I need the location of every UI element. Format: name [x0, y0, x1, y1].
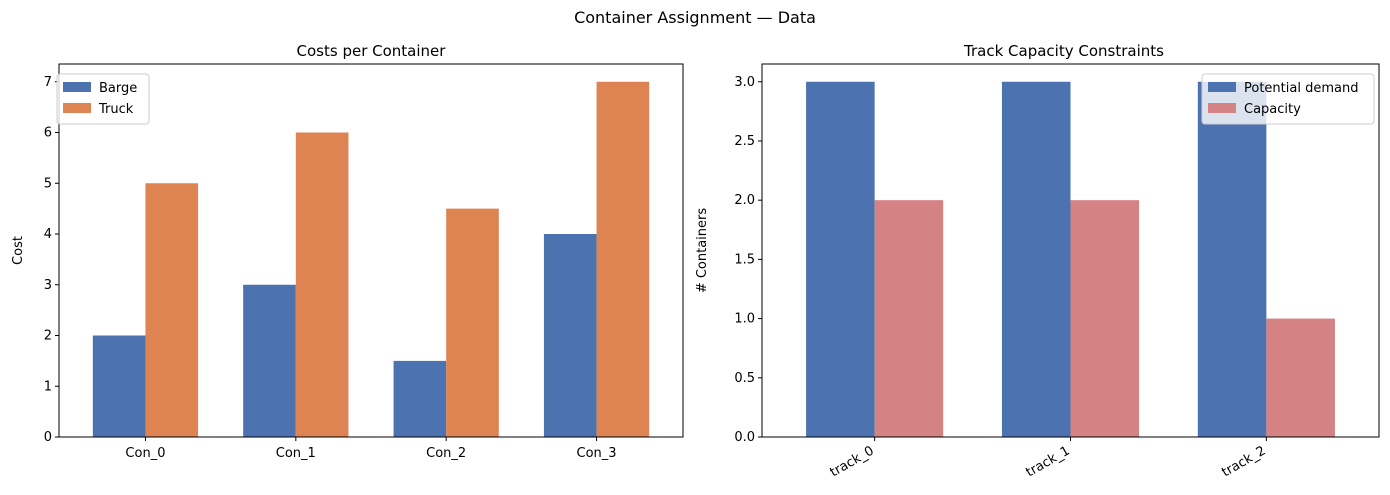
x-tick-label: Con_0	[125, 446, 165, 461]
legend-label: Capacity	[1244, 102, 1301, 117]
y-axis-label: Cost	[11, 236, 26, 265]
bar-truck-con_3	[596, 81, 650, 437]
legend-swatch	[1208, 82, 1236, 92]
y-tick-label: 1.0	[734, 312, 755, 327]
chart-title: Costs per Container	[297, 42, 447, 60]
y-tick-label: 3.0	[734, 75, 755, 90]
y-tick-label: 5	[44, 176, 52, 191]
x-tick-label: track_0	[828, 443, 877, 480]
y-tick-label: 4	[44, 227, 52, 242]
x-tick-label: track_1	[1024, 443, 1073, 480]
x-tick-label: Con_1	[276, 446, 316, 461]
plot-frame	[58, 63, 684, 438]
y-tick-label: 0.0	[734, 430, 755, 445]
bar-truck-con_1	[295, 132, 349, 438]
legend-swatch	[63, 103, 91, 113]
bar-truck-con_0	[145, 183, 199, 437]
y-axis-label: # Containers	[695, 208, 710, 294]
bar-barge-con_1	[243, 284, 296, 437]
bar-potential-demand-track_2	[1197, 81, 1267, 437]
bar-capacity-track_0	[874, 200, 944, 437]
bar-potential-demand-track_0	[806, 81, 875, 437]
legend-swatch	[1208, 103, 1236, 113]
legend-label: Barge	[99, 81, 137, 96]
legend-box	[1201, 73, 1375, 125]
y-tick-label: 1	[44, 379, 52, 394]
x-tick-label: Con_2	[426, 446, 466, 461]
y-tick-label: 2	[44, 329, 52, 344]
y-tick-label: 3	[44, 278, 52, 293]
bar-capacity-track_1	[1070, 200, 1140, 437]
x-tick-label: Con_3	[577, 446, 617, 461]
y-tick-label: 0	[44, 430, 52, 445]
chart-title: Track Capacity Constraints	[963, 42, 1164, 60]
bar-barge-con_2	[393, 360, 447, 437]
costs-per-container-chart: 0 1 2 3 4 5 6 7 Con_0 Con_1 Con_2 Con_3 Costs per Co…	[11, 42, 684, 461]
x-tick-label: track_2	[1219, 443, 1268, 480]
legend-swatch	[63, 82, 91, 92]
y-tick-label: 6	[44, 126, 52, 141]
y-tick-label: 2.0	[734, 193, 755, 208]
legend-label: Truck	[98, 102, 134, 117]
bar-barge-con_3	[543, 234, 597, 437]
y-tick-label: 7	[44, 75, 52, 90]
legend-label: Potential demand	[1244, 81, 1358, 96]
y-tick-label: 1.5	[734, 252, 755, 267]
bar-potential-demand-track_1	[1001, 81, 1071, 437]
y-tick-label: 2.5	[734, 134, 755, 149]
bar-barge-con_0	[92, 335, 146, 437]
bar-capacity-track_2	[1266, 318, 1335, 437]
bar-truck-con_2	[446, 208, 499, 437]
y-tick-label: 0.5	[734, 371, 755, 386]
figure-title: Container Assignment — Data	[574, 8, 816, 27]
